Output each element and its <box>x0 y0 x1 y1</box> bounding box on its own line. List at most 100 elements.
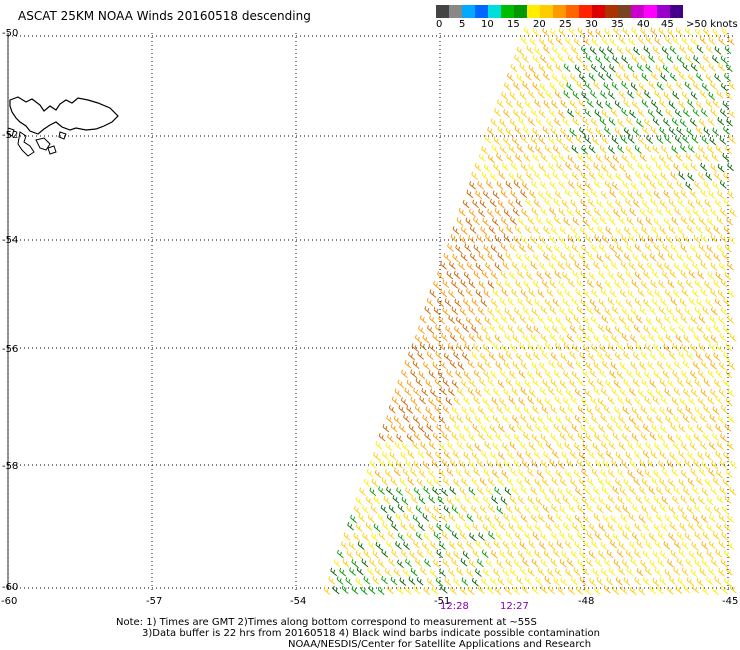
wind-barb <box>573 469 581 479</box>
wind-barb <box>690 37 698 46</box>
wind-barb <box>653 469 661 479</box>
wind-barb <box>529 37 537 47</box>
wind-barb <box>412 360 420 369</box>
wind-barb <box>649 431 657 441</box>
wind-barb <box>606 577 614 586</box>
wind-barb <box>618 315 626 325</box>
wind-barb <box>483 370 491 379</box>
wind-barb <box>584 81 592 90</box>
wind-barb <box>706 550 714 559</box>
wind-barb <box>664 262 671 272</box>
wind-barb <box>395 541 402 550</box>
wind-barb <box>710 334 718 344</box>
wind-barb <box>442 378 450 387</box>
wind-barb <box>727 315 735 324</box>
wind-barb <box>611 459 619 468</box>
wind-barb <box>615 576 623 586</box>
wind-barb <box>632 72 640 82</box>
wind-barb <box>578 252 586 262</box>
wind-barb <box>674 135 682 144</box>
wind-barb <box>643 423 650 433</box>
wind-barb <box>506 225 514 234</box>
wind-barb <box>503 360 511 370</box>
wind-barb <box>665 333 673 343</box>
wind-barb <box>534 478 542 487</box>
wind-barb <box>619 163 627 173</box>
wind-barb <box>695 252 703 262</box>
wind-barb <box>624 226 631 235</box>
wind-barb <box>616 45 624 55</box>
wind-barb <box>449 414 456 423</box>
wind-barb <box>715 549 723 558</box>
wind-barb <box>702 531 710 540</box>
wind-barb <box>520 566 527 576</box>
wind-barb <box>714 46 722 55</box>
wind-barb <box>659 378 667 387</box>
wind-barb <box>550 28 557 37</box>
wind-barb <box>725 63 733 72</box>
wind-barb <box>577 504 585 514</box>
wind-barb <box>658 55 665 65</box>
wind-barb <box>614 352 622 361</box>
wind-barb <box>516 478 524 487</box>
wind-barb <box>433 531 441 541</box>
wind-barb <box>373 451 380 461</box>
wind-barb <box>594 179 601 189</box>
wind-barb <box>415 557 422 567</box>
wind-barb <box>544 575 552 585</box>
wind-barb <box>615 172 623 182</box>
wind-barb <box>597 225 605 235</box>
wind-barb <box>507 324 515 334</box>
wind-barb <box>406 379 414 389</box>
wind-barb <box>436 523 444 532</box>
wind-barb <box>675 433 683 443</box>
wind-barb <box>725 145 732 155</box>
wind-barb <box>419 315 427 324</box>
wind-barb <box>442 405 450 414</box>
wind-barb <box>699 567 707 577</box>
wind-barb <box>545 369 552 379</box>
wind-barb <box>665 36 672 45</box>
wind-barb <box>487 154 495 163</box>
wind-barb <box>582 442 590 452</box>
wind-barb <box>536 216 543 225</box>
wind-barb <box>626 216 634 226</box>
wind-barb <box>412 514 420 524</box>
wind-barb <box>728 235 736 244</box>
wind-barb <box>563 397 570 406</box>
wind-barb <box>524 225 532 234</box>
wind-barb <box>528 64 536 74</box>
wind-barb <box>556 441 564 450</box>
wind-barb <box>651 225 659 235</box>
wind-barb <box>637 288 645 297</box>
wind-barb <box>568 180 575 189</box>
wind-barb <box>677 406 684 415</box>
wind-barb <box>487 280 495 289</box>
wind-barb <box>657 558 665 567</box>
wind-barb <box>524 531 531 540</box>
wind-barb <box>486 459 494 469</box>
wind-barb <box>721 505 729 515</box>
wind-barb <box>611 235 619 244</box>
wind-barb <box>692 108 700 117</box>
wind-barb <box>388 459 395 469</box>
wind-barb <box>679 118 687 128</box>
wind-barb <box>378 486 385 495</box>
wind-barb <box>681 567 689 576</box>
wind-barb <box>408 424 416 433</box>
wind-barb <box>653 217 661 227</box>
wind-barb <box>665 361 673 371</box>
wind-barb <box>408 351 415 361</box>
wind-barb <box>694 306 702 316</box>
wind-barb <box>526 523 534 532</box>
wind-barb <box>681 541 689 550</box>
wind-barb <box>710 361 717 370</box>
wind-barb <box>410 396 418 406</box>
wind-barb <box>397 559 404 569</box>
wind-barb <box>636 540 644 549</box>
wind-barb <box>538 90 545 99</box>
wind-barb <box>647 459 655 468</box>
wind-barb <box>590 369 597 378</box>
wind-barb <box>544 298 552 308</box>
wind-barb <box>491 271 498 280</box>
